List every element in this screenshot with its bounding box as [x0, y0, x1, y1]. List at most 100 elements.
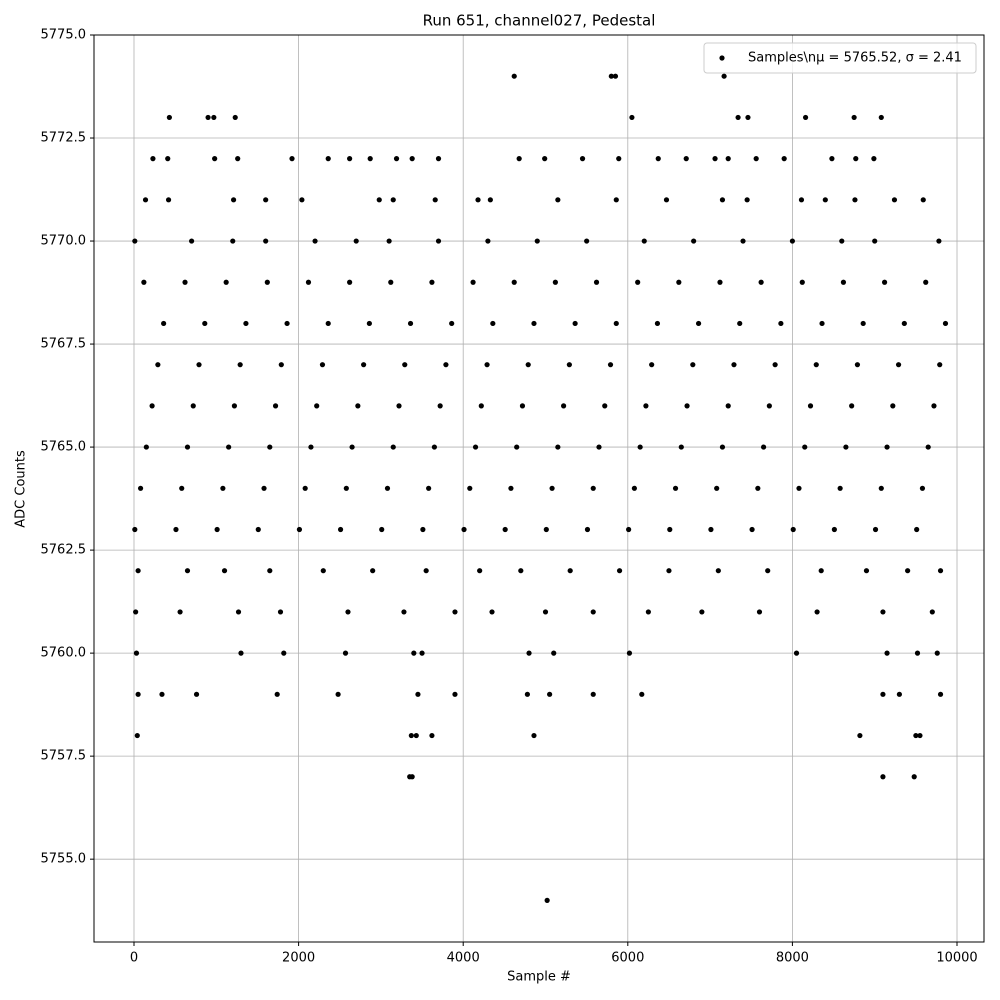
point	[643, 403, 649, 409]
point	[683, 156, 689, 162]
legend-label: Samples\nμ = 5765.52, σ = 2.41	[748, 51, 962, 66]
point	[278, 362, 284, 368]
point	[925, 444, 931, 450]
point	[184, 444, 191, 450]
point	[843, 444, 849, 450]
legend: Samples\nμ = 5765.52, σ = 2.41	[703, 42, 977, 74]
point	[443, 362, 449, 368]
point	[590, 609, 596, 615]
point	[477, 568, 483, 574]
point	[299, 197, 305, 203]
point	[193, 691, 200, 697]
point	[264, 279, 270, 285]
point	[544, 897, 550, 903]
point	[149, 403, 155, 409]
point	[793, 650, 800, 656]
point	[518, 568, 524, 574]
point	[896, 691, 902, 697]
point	[766, 403, 772, 409]
point	[211, 114, 217, 121]
y-tick-label: 5760.0	[41, 646, 87, 661]
point	[616, 568, 623, 574]
point	[281, 650, 287, 656]
point	[386, 238, 392, 244]
point	[390, 197, 396, 203]
point	[449, 320, 455, 327]
point	[531, 732, 537, 739]
point	[319, 362, 326, 368]
point	[390, 444, 396, 450]
point	[409, 774, 415, 780]
point	[789, 238, 796, 244]
point	[637, 444, 643, 450]
y-tick-label: 5770.0	[41, 234, 87, 249]
point	[179, 485, 185, 491]
point	[431, 444, 437, 450]
point	[878, 114, 884, 121]
point	[137, 485, 144, 491]
point	[305, 279, 312, 285]
point	[937, 568, 944, 574]
point	[508, 485, 514, 491]
point	[141, 279, 147, 285]
point	[863, 568, 870, 574]
point	[802, 114, 809, 121]
point	[880, 609, 886, 615]
point	[613, 197, 619, 203]
point	[901, 320, 907, 327]
point	[719, 197, 726, 203]
point	[629, 114, 635, 121]
point	[667, 526, 673, 533]
x-tick-label: 6000	[611, 951, 644, 966]
point	[880, 691, 886, 697]
point	[132, 526, 138, 533]
point	[781, 156, 787, 162]
point	[487, 197, 493, 203]
point	[853, 156, 859, 162]
point	[470, 279, 476, 285]
point	[590, 485, 596, 491]
point	[678, 444, 684, 450]
point	[426, 485, 432, 491]
point	[831, 526, 837, 533]
y-tick-label: 5772.5	[41, 131, 87, 146]
point	[135, 568, 141, 574]
point	[235, 609, 242, 615]
plot-frame	[93, 34, 985, 943]
point	[923, 279, 929, 285]
point	[695, 320, 702, 327]
point	[721, 73, 727, 79]
point	[223, 279, 229, 285]
point	[631, 485, 637, 491]
point	[135, 691, 141, 697]
point	[342, 650, 349, 656]
point	[699, 609, 705, 615]
point	[335, 691, 341, 697]
point	[133, 650, 140, 656]
point	[905, 568, 911, 574]
point	[423, 568, 429, 574]
point	[552, 279, 558, 285]
point	[602, 403, 608, 409]
point	[413, 732, 419, 739]
point	[263, 197, 269, 203]
point	[717, 279, 723, 285]
point	[672, 485, 679, 491]
point	[132, 238, 138, 244]
y-axis-label: ADC Counts	[14, 450, 29, 528]
point	[467, 485, 473, 491]
point	[852, 197, 858, 203]
point	[790, 526, 796, 533]
point	[379, 526, 385, 533]
point	[851, 114, 857, 121]
point	[531, 320, 537, 327]
point	[822, 197, 828, 203]
point	[871, 156, 877, 162]
point	[807, 403, 814, 409]
point	[320, 568, 326, 574]
x-tick-label: 10000	[936, 951, 977, 966]
point	[755, 485, 761, 491]
point	[437, 403, 443, 409]
